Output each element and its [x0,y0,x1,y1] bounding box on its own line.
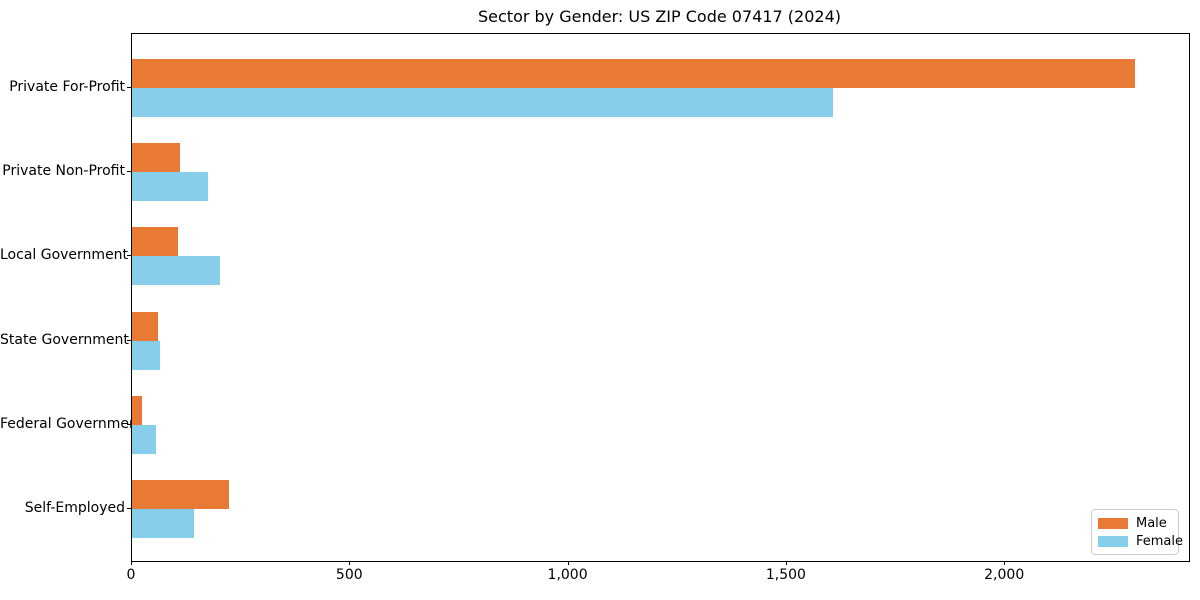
y-axis-label-state-government: State Government [0,331,129,348]
legend: Male Female [1091,509,1183,555]
bar-male-state-government [132,311,159,341]
y-axis-label-private-for-profit: Private For-Profit [9,79,125,95]
y-axis-label-local-government: Local Government [0,247,129,264]
legend-item-male: Male [1098,516,1178,531]
y-axis-tick-mark [127,255,131,257]
bar-female-federal-government [132,424,156,454]
x-axis-tick-label: 1,500 [765,567,806,583]
legend-item-female: Female [1098,534,1183,549]
y-axis-label-private-non-profit: Private Non-Profit [2,163,125,180]
x-axis-tick-label: 500 [335,567,363,583]
y-axis-tick-mark [127,87,131,88]
legend-label-male: Male [1136,516,1167,531]
legend-label-female: Female [1136,534,1184,549]
x-axis-tick-label: 1,000 [547,567,588,583]
bar-female-self-employed [132,509,194,538]
bar-male-self-employed [132,480,230,509]
x-axis-tick-mark [349,561,351,565]
legend-swatch-female [1098,536,1128,547]
x-axis-tick-label: 0 [126,567,136,583]
y-axis-tick-mark [127,423,131,425]
y-axis-tick-mark [127,171,131,173]
legend-swatch-male [1098,518,1128,529]
bar-male-private-non-profit [132,143,180,173]
chart-title: Sector by Gender: US ZIP Code 07417 (202… [478,7,841,26]
x-axis-tick-mark [567,561,569,565]
y-axis-tick-mark [127,339,131,341]
bar-male-local-government [132,227,179,257]
x-axis-tick-mark [131,561,132,565]
y-axis-tick-mark [127,508,131,509]
bar-female-state-government [132,340,161,370]
bar-female-private-non-profit [132,172,208,202]
bar-male-private-for-profit [132,59,1136,88]
bar-male-federal-government [132,395,142,425]
bar-female-local-government [132,256,220,286]
plot-area: Male Female [131,33,1190,562]
y-axis-label-federal-government: Federal Government [0,415,144,432]
x-axis-tick-mark [785,561,787,565]
y-axis-label-self-employed: Self-Employed [24,500,125,516]
bar-female-private-for-profit [132,88,833,117]
x-axis-tick-mark [1004,561,1006,565]
x-axis-tick-label: 2,000 [984,567,1025,583]
